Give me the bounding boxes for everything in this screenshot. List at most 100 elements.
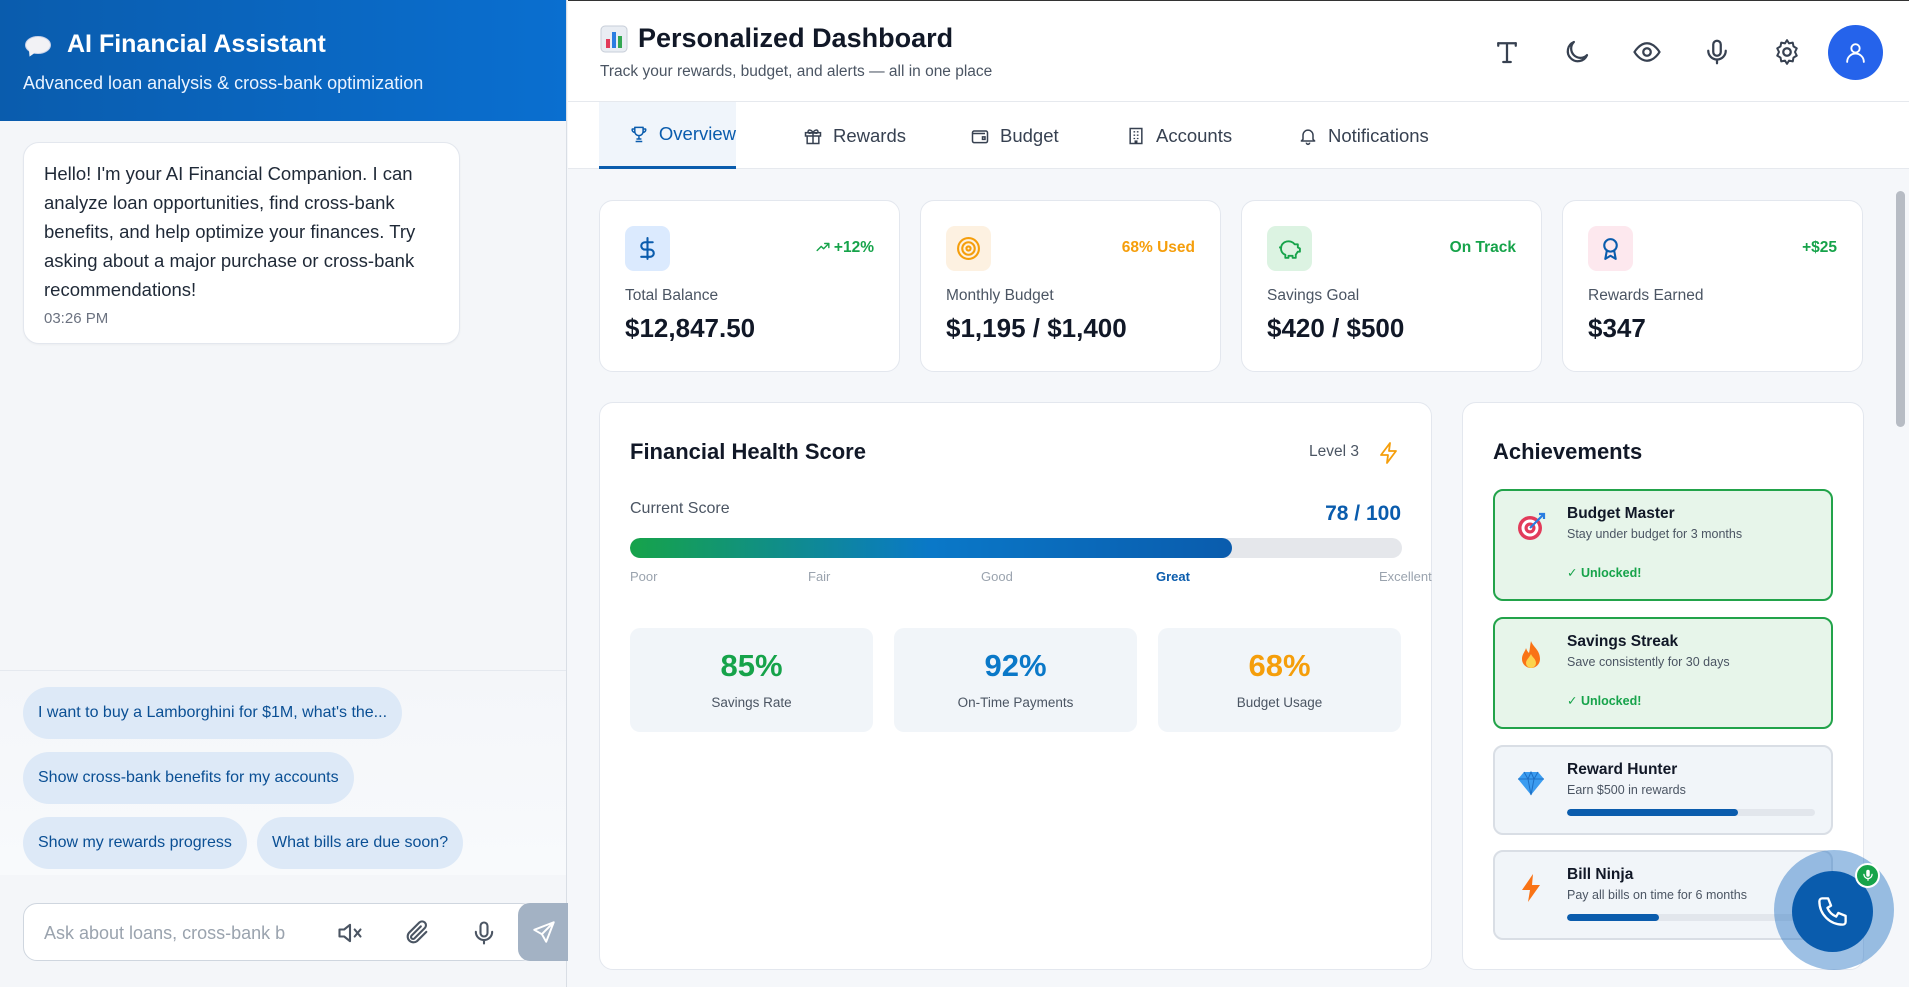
gift-icon [804,128,822,144]
award-icon [1588,226,1633,271]
mute-icon[interactable] [336,919,364,947]
send-icon [533,921,555,943]
suggestion-chip-bills[interactable]: What bills are due soon? [257,817,464,869]
user-icon [1846,43,1865,63]
stat-value: $12,847.50 [625,313,756,343]
microphone-icon[interactable] [470,919,498,947]
page-scrollbar[interactable] [1891,175,1909,987]
achievement-bill-ninja[interactable]: Bill Ninja Pay all bills on time for 6 m… [1493,850,1833,940]
gear-icon[interactable] [1772,37,1802,67]
achievement-progress-bar [1567,809,1815,816]
tab-accounts[interactable]: Accounts [1126,102,1232,169]
achievement-progress-bar [1567,914,1815,921]
stat-label: Monthly Budget [946,287,1054,304]
stat-card-monthly-budget: 68% Used Monthly Budget $1,195 / $1,400 [920,200,1221,372]
bell-icon [1300,128,1316,145]
stat-value: $420 / $500 [1267,313,1405,343]
metric-savings-rate: 85% Savings Rate [630,628,873,732]
text-size-icon[interactable] [1492,37,1522,67]
building-icon [1129,127,1143,144]
lightning-icon [1380,442,1397,464]
trophy-icon [631,126,647,143]
chat-input[interactable] [44,916,314,950]
metric-on-time-payments: 92% On-Time Payments [894,628,1137,732]
wallet-icon [971,129,989,143]
message-timestamp: 03:26 PM [44,310,109,327]
top-header: Personalized Dashboard Track your reward… [568,0,1909,102]
microphone-icon [1863,869,1873,881]
achievement-desc: Stay under budget for 3 months [1567,527,1743,541]
achievement-reward-hunter[interactable]: Reward Hunter Earn $500 in rewards [1493,745,1833,835]
moon-icon[interactable] [1562,37,1592,67]
rewards-delta-badge: +$25 [1802,239,1837,256]
send-button[interactable] [518,903,570,961]
financial-health-card: Financial Health Score Level 3 Current S… [599,402,1432,970]
scale-label-good: Good [981,569,1013,584]
achievements-title: Achievements [1493,439,1643,464]
stat-value: $347 [1588,313,1646,343]
phone-icon [1818,897,1847,926]
stat-label: Savings Goal [1267,287,1360,304]
achievement-desc: Save consistently for 30 days [1567,655,1730,669]
stat-card-savings-goal: On Track Savings Goal $420 / $500 [1241,200,1542,372]
target-icon [946,226,991,271]
achievement-name: Budget Master [1567,505,1675,522]
metric-value: 92% [984,648,1047,683]
mic-icon[interactable] [1702,37,1732,67]
tab-rewards-label: Rewards [833,124,906,146]
achievement-status: ✓ Unlocked! [1567,694,1642,708]
tab-notifications[interactable]: Notifications [1298,102,1429,169]
piggy-bank-icon [1267,226,1312,271]
achievement-progress-fill [1567,809,1739,816]
lightning-icon [1522,874,1540,902]
achievement-savings-streak[interactable]: Savings Streak Save consistently for 30 … [1493,617,1833,729]
chat-header: AI Financial Assistant Advanced loan ana… [0,0,566,121]
scrollbar-thumb[interactable] [1896,191,1905,427]
chat-input-row [23,903,570,961]
tab-rewards[interactable]: Rewards [803,102,906,169]
metric-label: Savings Rate [711,695,792,710]
metric-label: Budget Usage [1236,695,1323,710]
suggestion-chip-rewards[interactable]: Show my rewards progress [23,817,247,869]
tab-bar: Overview Rewards Budget Accounts [568,102,1909,169]
assistant-message: Hello! I'm your AI Financial Companion. … [23,142,460,344]
speech-bubble-icon [23,34,53,58]
scale-label-poor: Poor [630,569,658,584]
score-value: 78 / 100 [1325,502,1401,525]
chat-input-container [23,903,535,961]
metric-budget-usage: 68% Budget Usage [1158,628,1401,732]
fire-icon [1522,641,1540,668]
chat-title: AI Financial Assistant [67,30,326,58]
achievement-name: Savings Streak [1567,633,1679,650]
stat-label: Rewards Earned [1588,287,1704,304]
target-icon [1518,512,1546,540]
achievement-budget-master[interactable]: Budget Master Stay under budget for 3 mo… [1493,489,1833,601]
dashboard-main: Personalized Dashboard Track your reward… [568,0,1909,987]
avatar[interactable] [1828,25,1883,80]
suggestion-chip-lamborghini[interactable]: I want to buy a Lamborghini for $1M, wha… [23,687,403,739]
level-label: Level 3 [1309,443,1359,460]
suggestion-chip-cross-bank[interactable]: Show cross-bank benefits for my accounts [23,752,354,804]
scale-label-great: Great [1156,569,1190,584]
stat-label: Total Balance [625,287,719,304]
stat-value: $1,195 / $1,400 [946,313,1127,343]
achievements-card: Achievements Budget Master Stay under bu… [1462,402,1864,970]
achievement-name: Reward Hunter [1567,761,1678,778]
budget-used-badge: 68% Used [1121,239,1195,256]
page-subtitle: Track your rewards, budget, and alerts —… [600,63,993,80]
tab-budget[interactable]: Budget [970,102,1059,169]
scale-label-fair: Fair [808,569,831,584]
paperclip-icon[interactable] [403,919,431,947]
suggestion-chips: I want to buy a Lamborghini for $1M, wha… [0,670,566,875]
mic-active-badge [1855,863,1880,888]
tab-budget-label: Budget [1000,124,1059,146]
trend-badge: +12% [816,239,874,257]
achievement-status: ✓ Unlocked! [1567,566,1642,580]
diamond-icon [1518,770,1544,796]
tab-notifications-label: Notifications [1328,124,1429,146]
achievement-progress-fill [1567,914,1659,921]
eye-icon[interactable] [1632,37,1662,67]
tab-overview-label: Overview [658,123,736,144]
tab-overview[interactable]: Overview [599,102,736,169]
scale-label-excellent: Excellent [1379,569,1432,584]
